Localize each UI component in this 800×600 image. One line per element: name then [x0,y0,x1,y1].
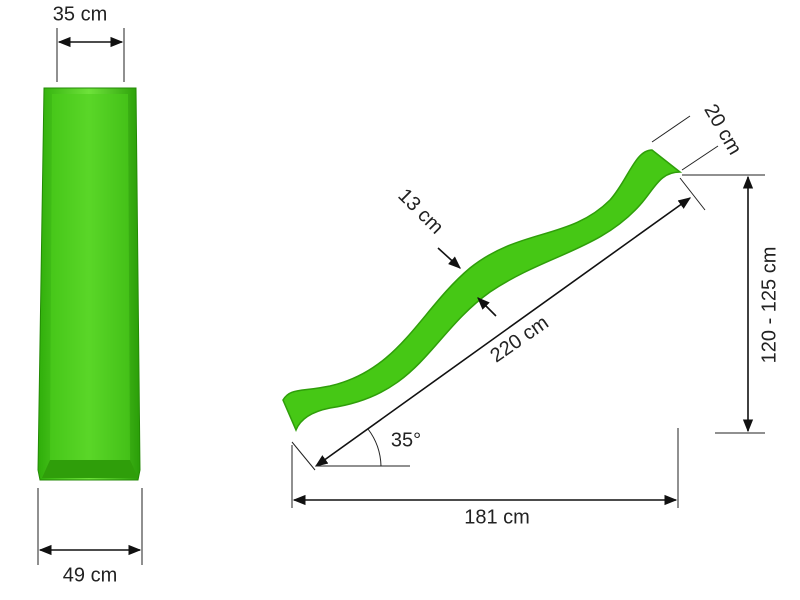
top-width-label: 35 cm [53,3,107,25]
base-length-label: 181 cm [464,506,530,528]
rail-height-label: 13 cm [393,184,447,238]
height-label: 120 - 125 cm [758,247,780,364]
lip-length-label: 20 cm [699,101,745,159]
angle-label: 35° [391,429,421,451]
side-view: 20 cm 13 cm 220 cm 35° 181 cm 120 - 125 … [282,101,780,528]
bottom-width-label: 49 cm [63,564,117,586]
front-view: 35 cm 49 cm [37,3,143,586]
